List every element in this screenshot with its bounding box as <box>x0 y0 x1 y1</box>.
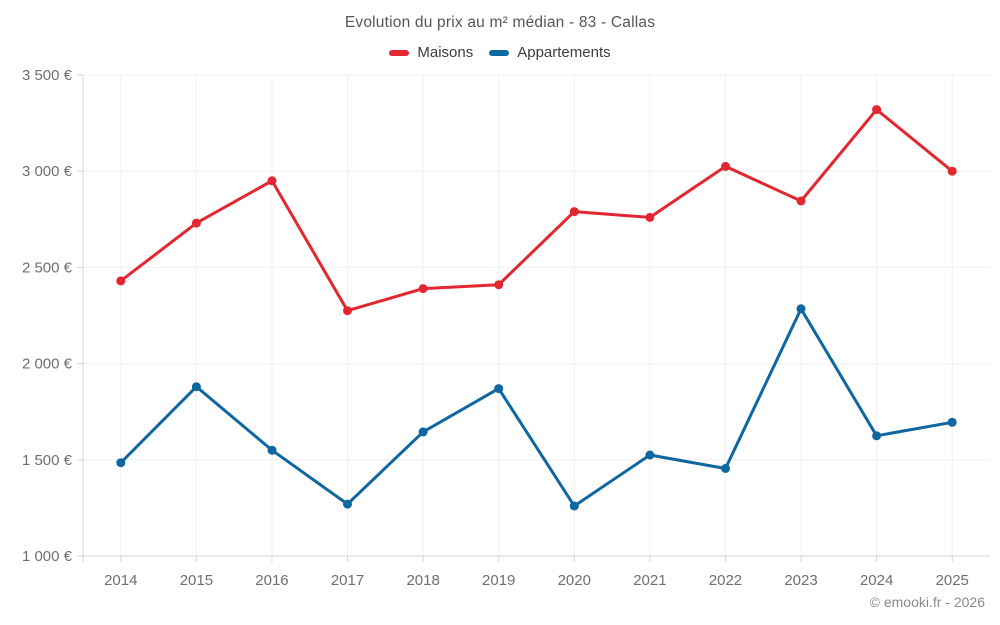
legend-swatch-appartements <box>489 49 510 56</box>
legend-label-appartements: Appartements <box>517 44 611 61</box>
data-point-maisons-2020[interactable] <box>569 207 579 217</box>
y-tick-label: 1 500 € <box>22 452 73 469</box>
series-line-maisons <box>119 108 954 313</box>
data-point-maisons-2018[interactable] <box>418 284 428 294</box>
x-tick-label: 2017 <box>331 572 364 589</box>
data-point-appartements-2022[interactable] <box>721 464 730 473</box>
legend-item-appartements[interactable]: Appartements <box>489 44 611 61</box>
x-tick-label: 2024 <box>860 572 893 589</box>
data-point-maisons-2019[interactable] <box>494 280 504 290</box>
x-tick-label: 2015 <box>180 572 213 589</box>
legend-swatch-maisons <box>389 49 410 56</box>
y-tick-label: 3 000 € <box>22 163 73 180</box>
x-tick-label: 2022 <box>709 572 742 589</box>
data-point-appartements-2024[interactable] <box>872 431 882 441</box>
y-tick-label: 2 500 € <box>22 259 73 276</box>
x-tick-label: 2019 <box>482 572 515 589</box>
data-point-appartements-2017[interactable] <box>343 499 352 509</box>
data-point-appartements-2019[interactable] <box>494 384 504 394</box>
data-point-maisons-2016[interactable] <box>267 176 277 186</box>
legend: Maisons Appartements <box>0 44 1000 61</box>
legend-item-maisons[interactable]: Maisons <box>389 44 473 61</box>
credit-text: © emooki.fr - 2026 <box>869 594 985 610</box>
x-tick-label: 2021 <box>633 572 666 589</box>
legend-label-maisons: Maisons <box>417 44 474 61</box>
data-point-maisons-2023[interactable] <box>796 196 806 206</box>
data-point-appartements-2016[interactable] <box>267 445 277 455</box>
y-tick-label: 1 000 € <box>22 548 73 565</box>
data-point-appartements-2018[interactable] <box>418 427 428 437</box>
data-point-appartements-2025[interactable] <box>947 417 957 427</box>
series-line-appartements <box>119 307 954 508</box>
data-point-maisons-2025[interactable] <box>947 166 957 176</box>
data-point-appartements-2020[interactable] <box>569 501 579 511</box>
x-tick-label: 2020 <box>558 572 591 589</box>
data-point-maisons-2017[interactable] <box>343 306 352 316</box>
x-tick-label: 2023 <box>784 572 817 589</box>
y-tick-label: 2 000 € <box>22 356 73 373</box>
y-tick-label: 3 500 € <box>22 67 73 84</box>
data-point-maisons-2022[interactable] <box>721 161 730 171</box>
x-tick-label: 2018 <box>406 572 439 589</box>
data-point-maisons-2021[interactable] <box>645 212 655 222</box>
data-point-appartements-2015[interactable] <box>191 382 201 392</box>
x-tick-label: 2016 <box>255 572 288 589</box>
chart-title: Evolution du prix au m² médian - 83 - Ca… <box>344 14 656 31</box>
data-point-maisons-2014[interactable] <box>116 276 126 286</box>
x-tick-label: 2014 <box>104 572 137 589</box>
x-tick-label: 2025 <box>936 572 969 589</box>
data-point-appartements-2014[interactable] <box>116 458 126 468</box>
data-point-appartements-2021[interactable] <box>645 450 655 460</box>
data-point-appartements-2023[interactable] <box>796 304 806 314</box>
data-point-maisons-2024[interactable] <box>872 105 882 115</box>
data-point-maisons-2015[interactable] <box>191 218 201 228</box>
